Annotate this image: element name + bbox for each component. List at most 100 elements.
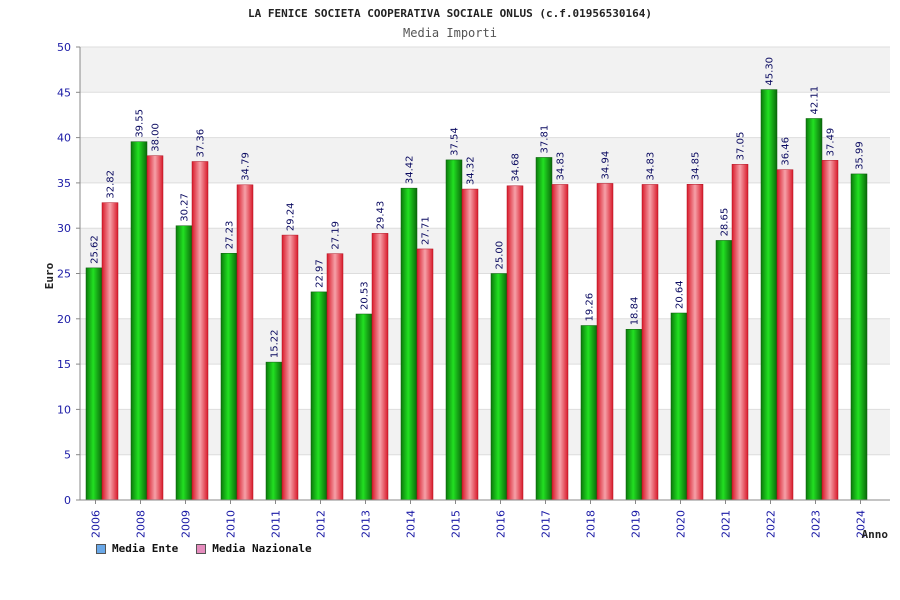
legend-item-media-nazionale: Media Nazionale xyxy=(196,542,312,555)
value-label-media-ente: 20.64 xyxy=(675,280,686,309)
bar-media-nazionale xyxy=(551,184,569,501)
plot-band xyxy=(80,47,890,93)
value-label-media-nazionale: 37.36 xyxy=(196,129,207,158)
bar-media-ente xyxy=(580,325,598,501)
value-label-media-ente: 25.00 xyxy=(495,241,506,270)
x-axis-ticks: 2006 2008 2009 2010 2011 2012 2013 2014 2015 2016… xyxy=(90,500,868,538)
value-label-media-ente: 25.62 xyxy=(90,235,101,264)
x-tick-label: 2010 xyxy=(225,510,238,538)
bar-media-ente xyxy=(355,313,373,501)
plot-background xyxy=(80,47,890,455)
plot-band xyxy=(80,137,890,183)
bar-media-ente xyxy=(850,173,868,501)
plot-band xyxy=(80,318,890,365)
value-label-media-nazionale: 37.05 xyxy=(736,132,747,161)
y-axis-ticks: 0 5 10 15 20 25 30 35 40 45 50 xyxy=(57,41,71,507)
value-label-media-ente: 34.42 xyxy=(405,156,416,185)
value-label-media-ente: 37.81 xyxy=(540,125,551,154)
chart-title: LA FENICE SOCIETA COOPERATIVA SOCIALE ON… xyxy=(248,7,652,20)
legend: Media Ente Media Nazionale xyxy=(96,542,312,555)
y-tick-label: 25 xyxy=(57,268,71,281)
value-label-media-nazionale: 34.79 xyxy=(241,152,252,181)
bar-media-ente xyxy=(220,253,238,501)
value-label-media-nazionale: 36.46 xyxy=(781,137,792,166)
plot-band xyxy=(80,409,890,455)
value-label-media-ente: 45.30 xyxy=(765,57,776,86)
legend-label-media-nazionale: Media Nazionale xyxy=(212,542,312,555)
value-label-media-nazionale: 27.19 xyxy=(331,221,342,250)
value-label-media-ente: 28.65 xyxy=(720,208,731,237)
value-label-media-ente: 35.99 xyxy=(855,141,866,170)
bar-media-nazionale xyxy=(191,161,209,501)
bar-media-ente xyxy=(400,187,418,501)
legend-item-media-ente: Media Ente xyxy=(96,542,178,555)
y-tick-label: 20 xyxy=(57,313,71,326)
bar-media-ente xyxy=(175,225,193,501)
bar-media-nazionale xyxy=(596,183,614,501)
bar-media-nazionale xyxy=(326,253,344,501)
bar-media-nazionale xyxy=(371,233,389,501)
bar-media-nazionale xyxy=(236,184,254,501)
value-label-media-nazionale: 38.00 xyxy=(151,123,162,152)
bar-media-nazionale xyxy=(731,164,749,501)
bar-media-ente xyxy=(670,312,688,501)
value-label-media-nazionale: 37.49 xyxy=(826,128,837,157)
bar-media-ente xyxy=(445,159,463,501)
bar-media-ente xyxy=(85,267,103,501)
x-tick-label: 2022 xyxy=(765,510,778,538)
value-label-media-nazionale: 34.83 xyxy=(646,152,657,181)
legend-swatch-media-nazionale xyxy=(196,543,207,554)
bar-media-ente xyxy=(265,361,283,501)
x-tick-label: 2021 xyxy=(720,510,733,538)
bar-media-nazionale xyxy=(776,169,794,501)
x-tick-label: 2017 xyxy=(540,510,553,538)
value-label-media-nazionale: 34.83 xyxy=(556,152,567,181)
x-axis-label: Anno xyxy=(862,528,889,541)
value-label-media-ente: 15.22 xyxy=(270,329,281,358)
x-tick-label: 2015 xyxy=(450,510,463,538)
value-label-media-ente: 42.11 xyxy=(810,86,821,115)
value-label-media-ente: 37.54 xyxy=(450,127,461,156)
x-tick-label: 2023 xyxy=(810,510,823,538)
bar-media-ente xyxy=(715,240,733,501)
bar-media-ente xyxy=(310,291,328,501)
value-label-media-nazionale: 29.24 xyxy=(286,202,297,231)
y-axis-label: Euro xyxy=(43,262,56,289)
y-tick-label: 45 xyxy=(57,86,71,99)
chart-subtitle: Media Importi xyxy=(403,26,497,40)
y-tick-label: 10 xyxy=(57,403,71,416)
value-label-media-nazionale: 29.43 xyxy=(376,201,387,230)
y-tick-label: 30 xyxy=(57,222,71,235)
bar-media-ente xyxy=(625,329,643,501)
value-label-media-nazionale: 34.68 xyxy=(511,153,522,182)
x-tick-label: 2014 xyxy=(405,510,418,538)
value-label-media-ente: 30.27 xyxy=(180,193,191,222)
y-tick-label: 35 xyxy=(57,177,71,190)
value-labels: 25.62 32.82 39.55 38.00 30.27 37.36 27.23 34.79… xyxy=(90,57,866,358)
x-tick-label: 2019 xyxy=(630,510,643,538)
x-tick-label: 2018 xyxy=(585,510,598,538)
x-tick-label: 2024 xyxy=(855,510,868,538)
x-tick-label: 2016 xyxy=(495,510,508,538)
x-tick-label: 2008 xyxy=(135,510,148,538)
bar-media-nazionale xyxy=(281,234,299,501)
y-tick-label: 5 xyxy=(64,449,71,462)
bar-media-nazionale xyxy=(416,248,434,501)
y-tick-label: 0 xyxy=(64,494,71,507)
bar-media-ente xyxy=(760,89,778,501)
x-tick-label: 2009 xyxy=(180,510,193,538)
bars-group xyxy=(85,89,868,501)
x-tick-label: 2012 xyxy=(315,510,328,538)
plot-band xyxy=(80,228,890,274)
bar-media-nazionale xyxy=(506,185,524,501)
grid-lines xyxy=(76,46,890,501)
legend-label-media-ente: Media Ente xyxy=(112,542,179,555)
value-label-media-ente: 27.23 xyxy=(225,221,236,250)
value-label-media-ente: 18.84 xyxy=(630,297,641,326)
x-tick-label: 2013 xyxy=(360,510,373,538)
value-label-media-ente: 19.26 xyxy=(585,293,596,322)
bar-media-nazionale xyxy=(461,188,479,501)
x-tick-label: 2011 xyxy=(270,510,283,538)
y-tick-label: 15 xyxy=(57,358,71,371)
